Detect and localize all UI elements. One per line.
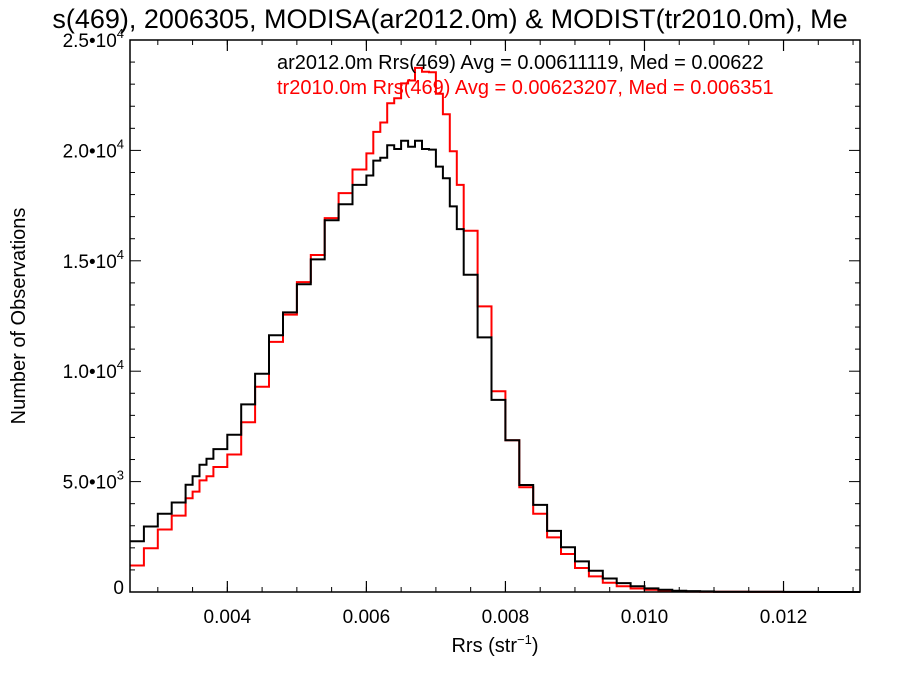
x-tick-label: 0.004 bbox=[204, 607, 252, 628]
x-tick-label: 0.012 bbox=[760, 607, 808, 628]
x-axis-title-close: ) bbox=[532, 635, 539, 657]
y-tick-label: 2.5•104 bbox=[63, 26, 124, 52]
y-tick-label: 5.0•103 bbox=[63, 468, 124, 494]
y-tick-label: 2.0•104 bbox=[63, 136, 124, 162]
y-tick-label: 0 bbox=[113, 578, 124, 599]
series-group bbox=[130, 66, 860, 593]
y-axis-title: Number of Observations bbox=[8, 208, 30, 425]
x-axis-title: Rrs (str−1) bbox=[451, 632, 538, 657]
legend-entry: tr2010.0m Rrs(469) Avg = 0.00623207, Med… bbox=[277, 77, 774, 99]
y-tick-label: 1.5•104 bbox=[63, 247, 124, 273]
x-axis-ticks: 0.004 0.006 0.008 0.010 0.012 bbox=[157, 40, 854, 628]
x-tick-label: 0.010 bbox=[621, 607, 669, 628]
x-tick-label: 0.008 bbox=[482, 607, 530, 628]
y-tick-label: 1.0•104 bbox=[63, 357, 124, 383]
x-tick-label: 0.006 bbox=[343, 607, 391, 628]
series-line-tr2010 bbox=[130, 66, 860, 593]
series-line-ar2012 bbox=[130, 139, 860, 593]
y-axis-ticks: 0 5.0•103 1.0•104 1.5•104 2.0•104 2.5•104 bbox=[63, 26, 860, 599]
chart-title: s(469), 2006305, MODISA(ar2012.0m) & MOD… bbox=[52, 4, 847, 34]
x-axis-title-main: Rrs (str bbox=[451, 635, 517, 657]
plot-frame bbox=[129, 39, 861, 593]
legend-entry: ar2012.0m Rrs(469) Avg = 0.00611119, Med… bbox=[277, 52, 764, 74]
legend: ar2012.0m Rrs(469) Avg = 0.00611119, Med… bbox=[277, 52, 774, 99]
x-axis-title-superscript: −1 bbox=[517, 632, 532, 647]
